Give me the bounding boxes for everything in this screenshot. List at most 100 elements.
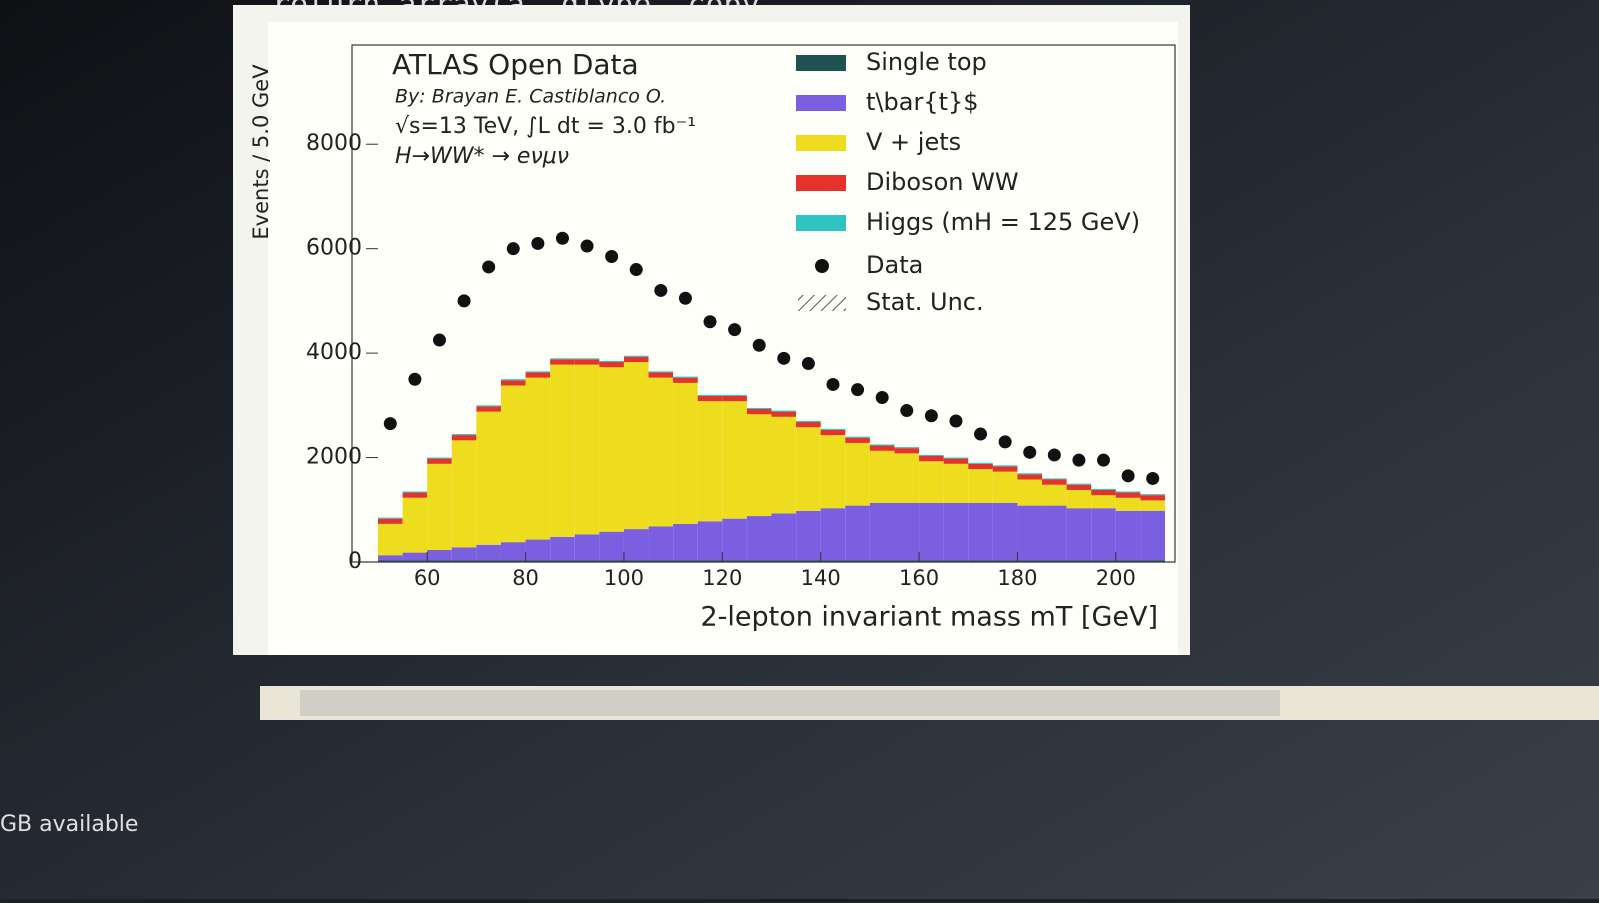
bar-segment <box>648 377 674 527</box>
bar-segment <box>1091 495 1116 509</box>
x-tick-label: 140 <box>801 566 841 590</box>
bar-segment <box>722 395 747 402</box>
bar-segment <box>943 463 969 503</box>
data-point <box>580 239 594 253</box>
legend-label: t\bar{t}$ <box>866 88 979 116</box>
bar-segment <box>1115 492 1141 498</box>
data-point <box>654 283 668 297</box>
bar-segment <box>722 560 747 562</box>
legend-label: Data <box>866 251 923 279</box>
bar-segment <box>820 435 846 509</box>
data-point <box>1047 448 1061 462</box>
legend-swatch <box>796 175 846 191</box>
bar-segment <box>1042 479 1067 485</box>
data-point <box>924 409 938 423</box>
bar-segment <box>623 355 649 357</box>
bar-segment <box>1140 494 1165 496</box>
bar-segment <box>525 539 551 561</box>
bar-segment <box>746 408 772 415</box>
bar-segment <box>550 536 575 561</box>
bar-segment <box>1066 508 1092 561</box>
x-tick-label: 80 <box>512 566 539 590</box>
bar-segment <box>476 560 501 562</box>
bar-segment <box>550 364 575 537</box>
bar-segment <box>599 531 624 561</box>
y-tick-label: 6000 <box>306 236 362 261</box>
bar-segment <box>796 510 821 561</box>
bar-segment <box>722 518 747 561</box>
bar-segment <box>1140 500 1165 511</box>
bar-segment <box>845 437 870 443</box>
storage-status: GB available <box>0 812 138 837</box>
bar-segment <box>697 560 723 562</box>
bar-segment <box>1115 510 1141 561</box>
bar-segment <box>919 454 944 456</box>
bar-segment <box>894 502 920 561</box>
bar-segment <box>968 463 993 470</box>
bar-segment <box>402 497 428 553</box>
bar-segment <box>378 523 403 556</box>
bar-segment <box>648 371 674 373</box>
bar-segment <box>919 560 944 562</box>
x-axis-label: 2-lepton invariant mass mT [GeV] <box>700 602 1158 633</box>
data-point <box>728 323 742 337</box>
bar-segment <box>894 447 920 449</box>
data-point <box>555 231 569 245</box>
bar-segment <box>574 534 600 561</box>
bar-segment <box>623 361 649 530</box>
bar-segment <box>919 455 944 462</box>
bar-segment <box>722 401 747 519</box>
data-point <box>1023 445 1037 459</box>
bar-segment <box>427 560 452 562</box>
bar-segment <box>943 458 969 464</box>
bar-segment <box>1115 560 1141 562</box>
bar-segment <box>869 445 895 451</box>
bar-segment <box>943 457 969 459</box>
data-point <box>801 357 815 371</box>
legend-swatch <box>796 55 846 71</box>
bar-segment <box>1091 508 1116 561</box>
annotation: H→WW* → eνμν <box>395 144 569 169</box>
bar-segment <box>574 364 600 535</box>
bar-segment <box>574 560 600 562</box>
bar-segment <box>525 377 551 540</box>
bar-segment <box>673 560 698 562</box>
bar-segment <box>1115 497 1141 511</box>
bar-segment <box>919 461 944 503</box>
bar-segment <box>771 416 797 514</box>
bar-segment <box>648 560 674 562</box>
bar-segment <box>525 560 551 562</box>
data-point <box>900 404 914 418</box>
bar-segment <box>722 394 747 396</box>
bar-segment <box>451 440 477 548</box>
x-tick-label: 160 <box>899 566 939 590</box>
bar-segment <box>500 560 526 562</box>
annotation: By: Brayan E. Castiblanco O. <box>395 86 666 108</box>
bar-segment <box>500 542 526 561</box>
bar-segment <box>697 401 723 522</box>
bar-segment <box>451 434 477 436</box>
bar-segment <box>968 560 993 562</box>
bar-segment <box>943 502 969 561</box>
data-point <box>629 263 643 277</box>
bar-segment <box>1042 560 1067 562</box>
bar-segment <box>378 517 403 519</box>
bar-segment <box>968 502 993 561</box>
bar-segment <box>451 547 477 561</box>
data-point <box>482 260 496 274</box>
data-point <box>531 236 545 250</box>
data-point <box>605 250 619 263</box>
data-point <box>383 417 397 431</box>
bar-segment <box>1017 560 1043 562</box>
x-tick-label: 100 <box>604 566 644 590</box>
bar-segment <box>992 471 1018 503</box>
bar-segment <box>525 371 551 373</box>
scrollbar-thumb[interactable] <box>300 690 1280 716</box>
bar-segment <box>771 410 797 412</box>
x-tick-label: 200 <box>1096 566 1136 590</box>
data-point <box>432 333 446 347</box>
bar-segment <box>869 444 895 446</box>
bar-segment <box>820 429 846 436</box>
bar-segment <box>820 428 846 430</box>
